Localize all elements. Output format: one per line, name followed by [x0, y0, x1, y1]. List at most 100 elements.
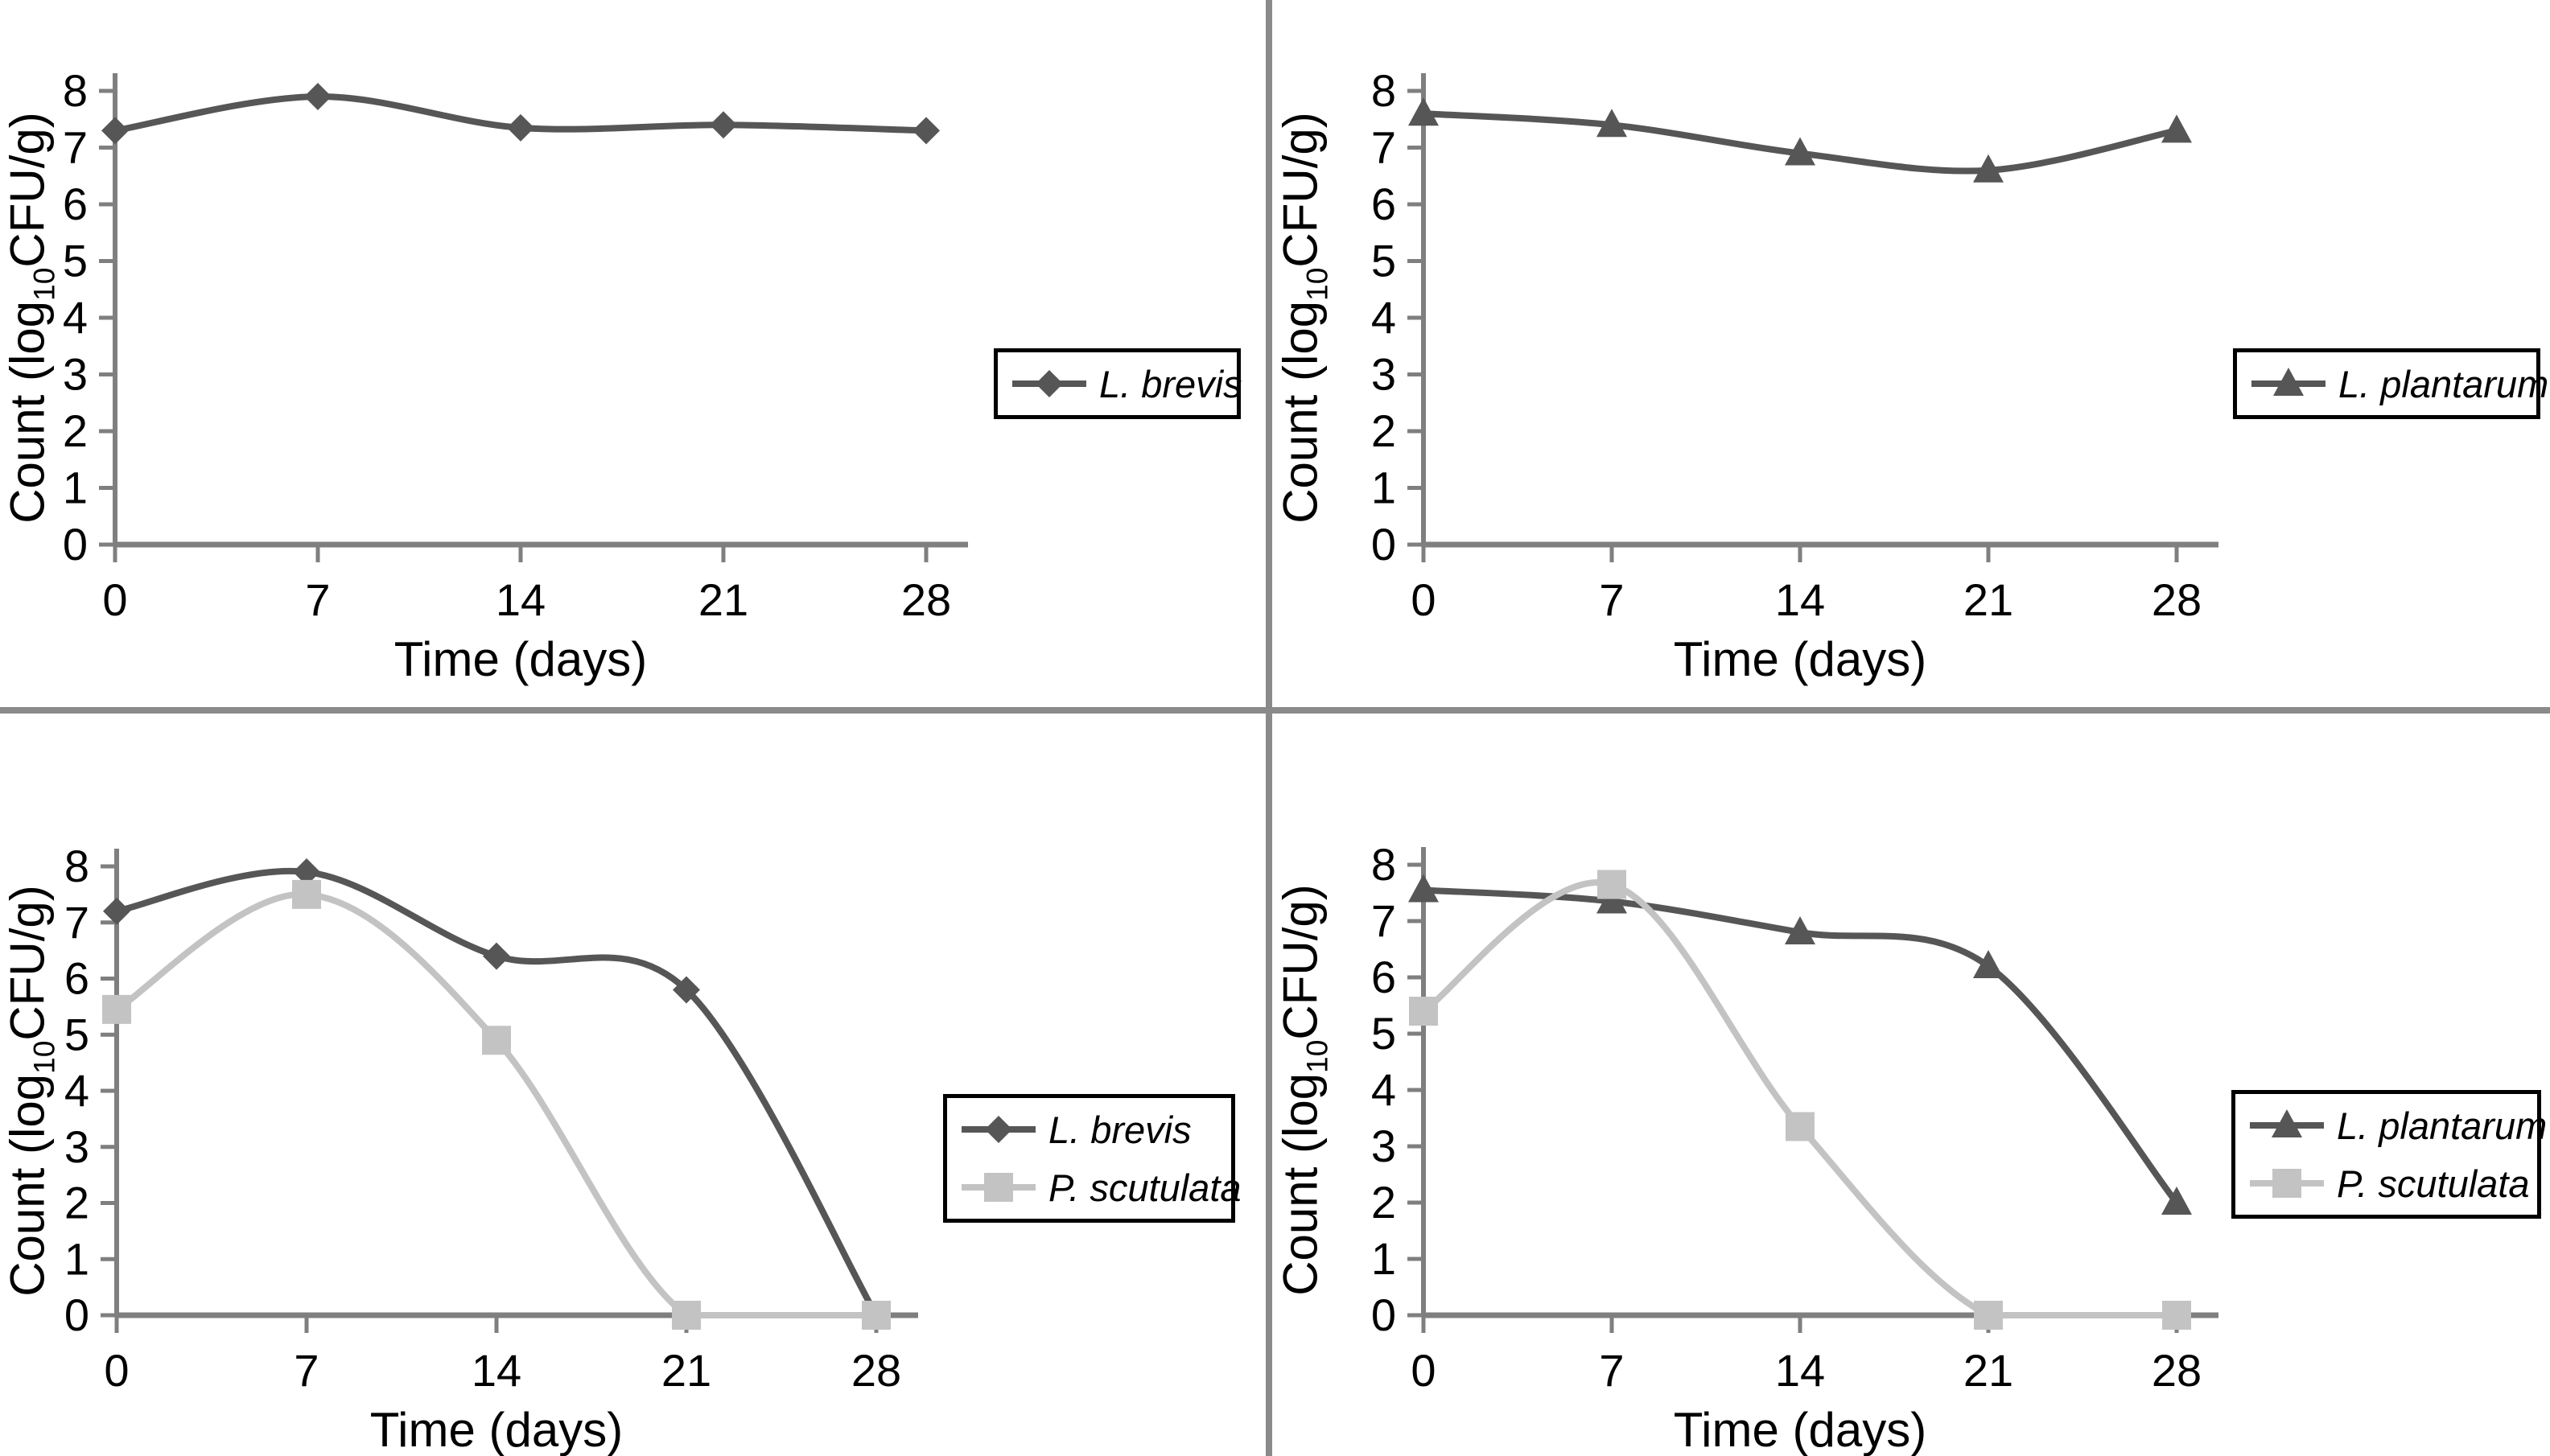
square-marker	[862, 1301, 891, 1330]
x-tick-label: 0	[1411, 1345, 1436, 1396]
legend-line-triangle-icon	[2251, 368, 2325, 396]
y-tick-label: 0	[63, 519, 88, 570]
x-axis-title: Time (days)	[1673, 632, 1927, 686]
chart-top-right: Count (log10CFU/g) 0 1 2 3 4 5 6 7 8 0 7 14 21 28 Tim…	[1273, 0, 2550, 707]
y-tick-label: 3	[64, 1121, 89, 1172]
diamond-marker	[103, 897, 130, 925]
y-tick-label: 8	[63, 65, 88, 116]
square-marker	[1786, 1112, 1815, 1141]
triangle-marker	[2161, 1187, 2192, 1215]
x-tick-label: 7	[294, 1345, 319, 1396]
y-tick-label: 5	[64, 1009, 89, 1059]
legend-top-right: L. plantarum	[2233, 348, 2548, 419]
vertical-divider	[1266, 0, 1272, 1456]
x-tick-label: 21	[661, 1345, 711, 1396]
y-tick-label: 3	[1371, 1121, 1396, 1171]
y-tick-label: 4	[1371, 292, 1396, 343]
y-tick-label: 5	[1371, 236, 1396, 286]
square-marker-icon	[984, 1173, 1013, 1202]
y-tick-label: 6	[63, 179, 88, 229]
x-tick-label: 21	[1963, 1345, 2013, 1396]
y-tick-label: 2	[63, 405, 88, 456]
x-tick-label: 28	[901, 574, 951, 625]
y-tick-label: 5	[63, 236, 88, 286]
y-tick-label: 4	[64, 1065, 89, 1116]
legend-row: L. brevis	[1011, 360, 1242, 407]
diamond-marker	[507, 113, 534, 142]
legend-line-square-icon	[2250, 1169, 2324, 1198]
legend-bottom-right: L. plantarum P. scutulata	[2231, 1090, 2547, 1219]
legend-label: L. plantarum	[2337, 1104, 2548, 1147]
chart-top-left: Count (log10CFU/g) 0 1 2 3 4 5 6 7 8 0 7 14 21 28 Tim…	[0, 0, 1267, 707]
legend-label: L. brevis	[1099, 362, 1242, 405]
legend-label: L. brevis	[1048, 1108, 1192, 1151]
square-marker	[1597, 870, 1626, 899]
y-tick-label: 4	[63, 292, 88, 343]
y-tick-label: 7	[64, 897, 89, 948]
triangle-marker	[1596, 885, 1627, 914]
triangle-marker	[1408, 874, 1439, 903]
x-axis-title: Time (days)	[393, 632, 648, 686]
square-marker	[292, 879, 321, 909]
x-tick-label: 21	[1963, 574, 2013, 625]
x-tick-label: 28	[851, 1345, 901, 1396]
triangle-marker	[1408, 97, 1439, 126]
x-tick-label: 7	[305, 574, 330, 625]
diamond-marker	[101, 117, 129, 145]
square-marker	[102, 994, 131, 1024]
series-line-0	[113, 867, 880, 1318]
y-tick-label: 6	[64, 953, 89, 1004]
triangle-marker	[1785, 916, 1815, 944]
legend-line-diamond-icon	[962, 1116, 1036, 1143]
y-tick-label: 5	[1371, 1008, 1396, 1059]
triangle-marker-icon	[2273, 368, 2304, 396]
y-tick-label: 3	[1371, 349, 1396, 400]
diamond-marker	[673, 976, 700, 1004]
square-marker-icon	[2272, 1169, 2301, 1198]
x-tick-label: 14	[1775, 574, 1825, 625]
diamond-marker	[304, 83, 332, 111]
y-tick-label: 8	[64, 841, 89, 891]
triangle-marker	[1785, 137, 1815, 166]
legend-row: L. plantarum	[2250, 360, 2548, 407]
diamond-marker-icon	[1036, 370, 1063, 397]
legend-label: L. plantarum	[2338, 362, 2549, 405]
chart-bottom-left: Count (log10CFU/g) 0 1 2 3 4 5 6 7 8 0 7 14 21 28 Tim…	[0, 714, 1267, 1456]
diamond-marker	[710, 111, 737, 139]
y-tick-label: 2	[1371, 1177, 1396, 1228]
x-tick-label: 7	[1599, 574, 1624, 625]
triangle-marker	[2161, 114, 2192, 143]
square-marker	[672, 1301, 701, 1330]
legend-row: L. plantarum	[2248, 1102, 2547, 1149]
x-tick-label: 28	[2152, 574, 2202, 625]
legend-line-triangle-icon	[2250, 1109, 2324, 1137]
diamond-marker	[293, 858, 320, 886]
y-tick-label: 8	[1371, 839, 1396, 890]
square-marker	[1974, 1301, 2003, 1330]
y-tick-label: 4	[1371, 1064, 1396, 1115]
y-tick-label: 3	[63, 349, 88, 400]
y-tick-label: 7	[1371, 122, 1396, 173]
triangle-marker-icon	[2272, 1109, 2302, 1137]
x-tick-label: 7	[1599, 1345, 1624, 1396]
y-tick-label: 0	[1371, 519, 1396, 570]
x-tick-label: 14	[496, 574, 546, 625]
legend-label: P. scutulata	[1048, 1166, 1242, 1209]
square-marker	[2162, 1301, 2191, 1330]
series-line-1	[1420, 879, 2180, 1318]
legend-label: P. scutulata	[2337, 1162, 2530, 1205]
triangle-marker	[1596, 109, 1627, 138]
y-tick-label: 1	[1371, 463, 1396, 513]
x-tick-label: 14	[1775, 1345, 1825, 1396]
legend-row: P. scutulata	[960, 1164, 1242, 1211]
legend-line-diamond-icon	[1012, 370, 1086, 397]
triangle-marker	[1973, 154, 2004, 183]
y-tick-label: 1	[64, 1233, 89, 1284]
legend-row: P. scutulata	[2248, 1160, 2532, 1207]
diamond-marker-icon	[985, 1116, 1012, 1143]
y-tick-label: 6	[1371, 952, 1396, 1002]
diamond-marker	[483, 942, 510, 970]
x-tick-label: 0	[102, 574, 127, 625]
y-tick-label: 2	[1371, 405, 1396, 456]
